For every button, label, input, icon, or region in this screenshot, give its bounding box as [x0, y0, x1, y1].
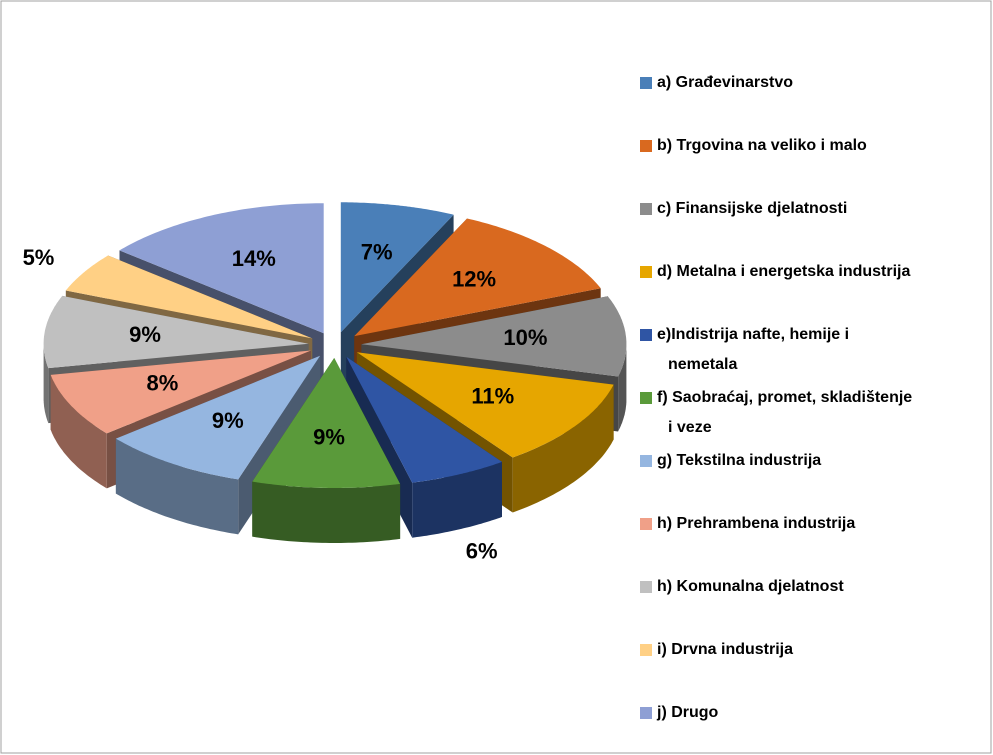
data-label: 9%	[212, 408, 244, 433]
legend-label: f) Saobraćaj, promet, skladištenje i veze	[657, 389, 912, 436]
legend-label: j) Drugo	[656, 704, 719, 721]
slice	[354, 218, 601, 337]
legend-swatch	[640, 518, 652, 530]
legend: a) Građevinarstvo b) Trgovina na veliko i…	[640, 74, 912, 721]
slice-wall	[512, 384, 614, 513]
slice	[346, 356, 502, 483]
data-label: 14%	[232, 246, 276, 271]
legend-swatch	[640, 455, 652, 467]
legend-swatch	[640, 203, 652, 215]
legend-swatch	[640, 329, 652, 341]
data-label: 11%	[471, 383, 514, 408]
slice	[115, 355, 321, 480]
legend-swatch	[640, 140, 652, 152]
data-label: 8%	[146, 371, 178, 396]
legend-swatch	[640, 581, 652, 593]
legend-swatch	[640, 707, 652, 719]
legend-label: a) Građevinarstvo	[657, 74, 793, 91]
slice	[50, 350, 311, 434]
legend-label: e)Indistrija nafte, hemije i nemetala	[657, 326, 849, 373]
legend-swatch	[640, 644, 652, 656]
slice-wall	[412, 461, 502, 538]
slice	[252, 358, 401, 488]
data-label: 9%	[313, 424, 345, 449]
slice	[119, 203, 324, 334]
legend-label: g) Tekstilna industrija	[657, 452, 821, 469]
slice-wall	[115, 438, 239, 535]
legend-label: d) Metalna i energetska industrija	[657, 263, 911, 280]
legend-swatch	[640, 266, 652, 278]
slice-wall	[50, 374, 107, 489]
data-label: 12%	[452, 267, 496, 292]
data-label: 5%	[23, 245, 55, 270]
slice	[340, 202, 454, 333]
slice	[361, 296, 627, 377]
legend-label: c) Finansijske djelatnosti	[657, 200, 847, 217]
legend-swatch	[640, 77, 652, 89]
data-label: 6%	[466, 539, 498, 564]
slice-wall	[252, 481, 401, 543]
slice	[65, 255, 313, 339]
pie: 7% 12% 10% 11% 6% 9% 9% 8% 9% 5% 14%	[23, 202, 627, 564]
slice	[356, 352, 614, 458]
slice-wall	[43, 343, 49, 424]
legend-label: i) Drvna industrija	[657, 641, 793, 658]
slice	[43, 295, 309, 369]
slice-wall	[618, 344, 627, 432]
data-label: 9%	[129, 322, 161, 347]
legend-label: h) Prehrambena industrija	[657, 515, 855, 532]
legend-label: h) Komunalna djelatnost	[657, 578, 844, 595]
data-label: 10%	[503, 325, 547, 350]
legend-swatch	[640, 392, 652, 404]
legend-label: b) Trgovina na veliko i malo	[657, 137, 867, 154]
data-label: 7%	[361, 239, 393, 264]
